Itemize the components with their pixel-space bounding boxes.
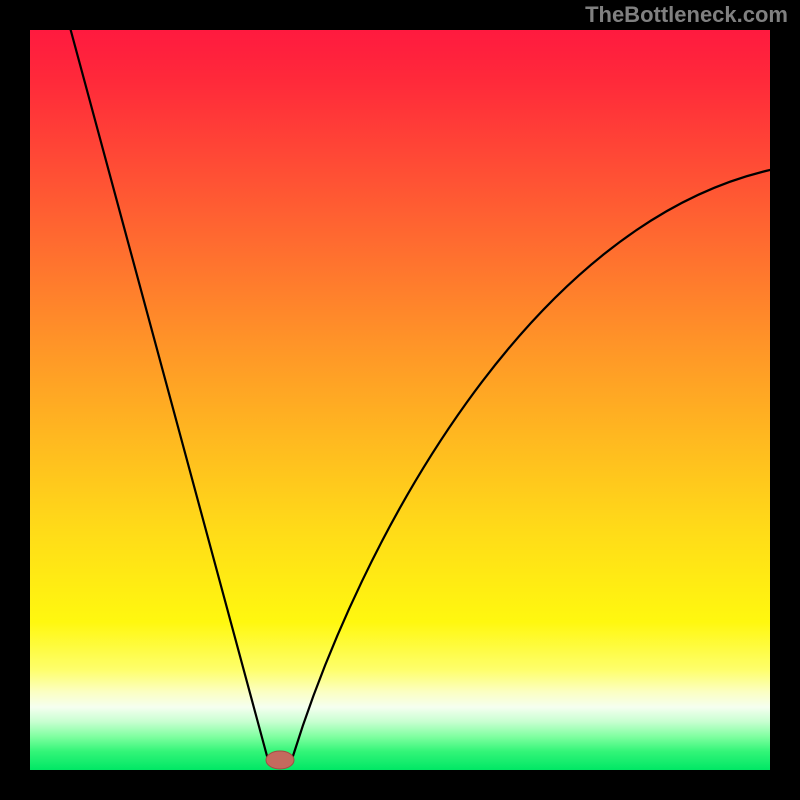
- chart-stage: TheBottleneck.com: [0, 0, 800, 800]
- optimum-marker: [266, 751, 294, 769]
- plot-background: [30, 30, 770, 770]
- watermark-text: TheBottleneck.com: [585, 2, 788, 28]
- chart-svg: [0, 0, 800, 800]
